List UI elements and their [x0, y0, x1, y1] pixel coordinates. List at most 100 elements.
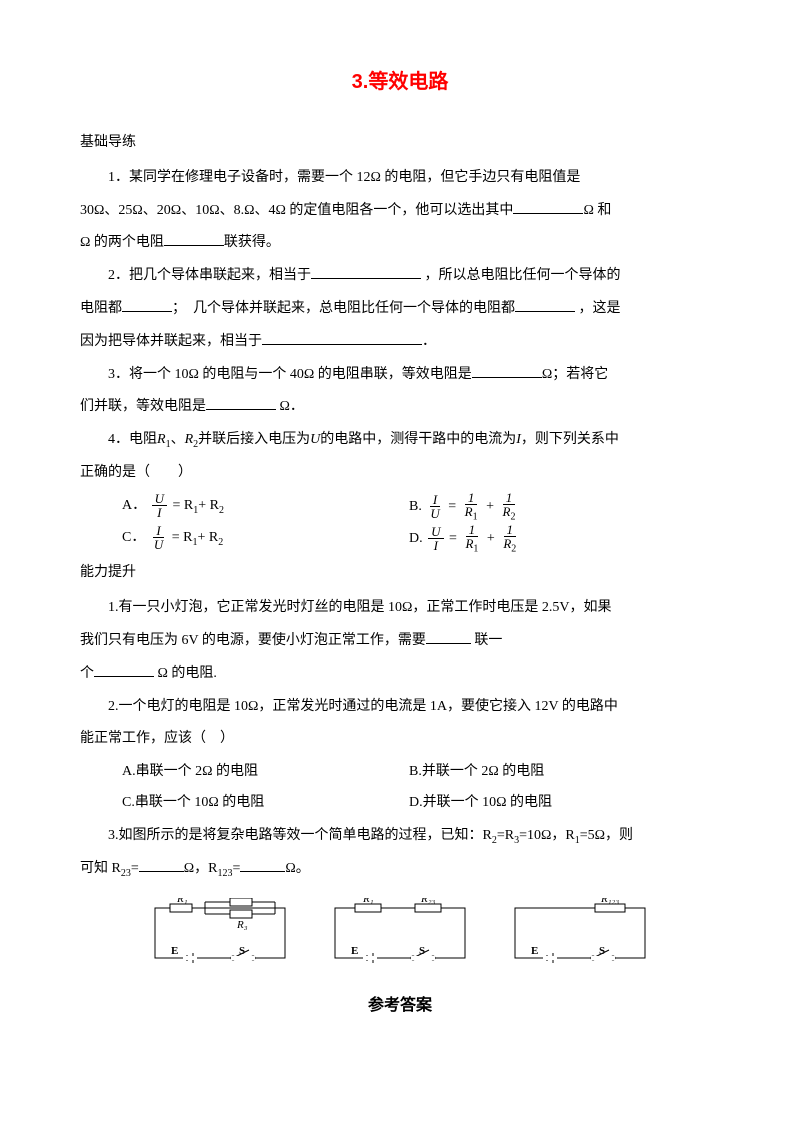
option-c: C． IU = R1+ R2	[122, 523, 409, 555]
text: ，所以总电阻比任何一个导体的	[421, 268, 621, 283]
plus: +	[486, 499, 497, 514]
circuit-2: R₁ R₂₃ E S	[325, 898, 475, 968]
num: 1	[504, 523, 517, 537]
circuit-3: R₁₂₃ E S	[505, 898, 655, 968]
option-c: C.串联一个 10Ω 的电阻	[122, 788, 409, 819]
blank	[515, 297, 575, 312]
s1-q2-line2: 电阻都； 几个导体并联起来，总电阻比任何一个导体的电阻都 ，这是	[80, 294, 720, 325]
sub: 23	[121, 867, 131, 878]
blank	[472, 363, 542, 378]
text: 2．把几个导体串联起来，相当于	[108, 268, 311, 283]
r: R	[184, 498, 193, 513]
num: I	[153, 524, 163, 538]
text: 、	[171, 432, 185, 447]
u: U	[310, 432, 320, 447]
text: 个	[80, 666, 94, 681]
blank	[122, 297, 172, 312]
s1-q1-line1: 1．某同学在修理电子设备时，需要一个 12Ω 的电阻，但它手边只有电阻值是	[80, 163, 720, 194]
text: 30Ω、25Ω、20Ω、10Ω、8.Ω、4Ω 的定值电阻各一个，他可以选出其中	[80, 203, 513, 218]
den: U	[151, 538, 166, 551]
s2-q2-options-row1: A.串联一个 2Ω 的电阻 B.并联一个 2Ω 的电阻	[122, 757, 720, 788]
page: 3.等效电路 基础导练 1．某同学在修理电子设备时，需要一个 12Ω 的电阻，但…	[0, 0, 800, 1132]
text: Ω。	[285, 861, 309, 876]
text: 可知 R	[80, 861, 121, 876]
text: =5Ω，则	[580, 828, 633, 843]
section2-heading: 能力提升	[80, 558, 720, 589]
text: =10Ω，R	[519, 828, 575, 843]
r1-label: R₁	[176, 898, 188, 905]
s1-q4-options-row1: A． UI = R1+ R2 B. IU = 1R1 + 1R2	[122, 491, 720, 523]
label: D.	[409, 531, 423, 546]
frac: 1R2	[500, 523, 519, 555]
r3-label: R₃	[236, 919, 248, 931]
s1-q2-line3: 因为把导体并联起来，相当于．	[80, 327, 720, 358]
label: C．	[122, 530, 145, 545]
blank	[426, 629, 471, 644]
text: Ω 的两个电阻	[80, 235, 164, 250]
sub: 2	[219, 505, 224, 516]
blank	[240, 857, 285, 872]
label: A．	[122, 498, 146, 513]
text: 3.如图所示的是将复杂电路等效一个简单电路的过程，已知：R	[108, 828, 492, 843]
text: ，则下列关系中	[521, 432, 619, 447]
option-d: D. UI = 1R1 + 1R2	[409, 523, 696, 555]
s1-q4-line2: 正确的是（ ）	[80, 458, 720, 489]
sub: 1	[473, 543, 478, 554]
section1-heading: 基础导练	[80, 128, 720, 159]
s-label: S	[599, 945, 605, 957]
e-label: E	[531, 945, 538, 957]
option-b: B. IU = 1R1 + 1R2	[409, 491, 696, 523]
s1-q4-line1: 4．电阻R1、R2并联后接入电压为U的电路中，测得干路中的电流为I，则下列关系中	[80, 425, 720, 456]
r1: R	[157, 432, 166, 447]
text: 电阻都	[80, 301, 122, 316]
text: ，这是	[575, 301, 621, 316]
text: 并联后接入电压为	[198, 432, 310, 447]
den: R1	[462, 505, 481, 523]
text: 因为把导体并联起来，相当于	[80, 334, 262, 349]
sub: 2	[218, 536, 223, 547]
e-label: E	[351, 945, 358, 957]
den: R2	[500, 505, 519, 523]
plus: +	[197, 530, 208, 545]
r: R	[465, 504, 473, 519]
circuit-diagrams: R₁ R₂ R₃ E S R₁ R₂₃ E	[80, 898, 720, 968]
doc-title: 3.等效电路	[80, 60, 720, 104]
r123-label: R₁₂₃	[600, 898, 619, 905]
num: U	[428, 525, 443, 539]
blank	[262, 330, 422, 345]
blank	[164, 231, 224, 246]
text: 1．某同学在修理电子设备时，需要一个 12Ω 的电阻，但它手边只有电阻值是	[108, 170, 580, 185]
text: 我们只有电压为 6V 的电源，要使小灯泡正常工作，需要	[80, 633, 426, 648]
eq: =	[172, 530, 183, 545]
den: I	[154, 506, 164, 519]
den: R2	[500, 537, 519, 555]
frac: 1R2	[500, 491, 519, 523]
blank	[139, 857, 184, 872]
eq: =	[448, 499, 459, 514]
s1-q2-line1: 2．把几个导体串联起来，相当于 ，所以总电阻比任何一个导体的	[80, 261, 720, 292]
s2-q3-line2: 可知 R23=Ω，R123=Ω。	[80, 854, 720, 885]
text: 联一	[471, 633, 503, 648]
num: 1	[466, 523, 479, 537]
text: Ω，R	[184, 861, 218, 876]
s-label: S	[239, 945, 245, 957]
plus: +	[198, 498, 209, 513]
sub: 2	[510, 511, 515, 522]
r: R	[210, 498, 219, 513]
label: B.	[409, 499, 422, 514]
eq: =	[173, 498, 184, 513]
answer-heading: 参考答案	[80, 988, 720, 1023]
den: R1	[462, 537, 481, 555]
s2-q2-line1: 2.一个电灯的电阻是 10Ω，正常发光时通过的电流是 1A，要使它接入 12V …	[80, 692, 720, 723]
text: 们并联，等效电阻是	[80, 399, 206, 414]
frac: IU	[427, 493, 442, 520]
s1-q4-options-row2: C． IU = R1+ R2 D. UI = 1R1 + 1R2	[122, 523, 720, 555]
plus: +	[487, 531, 498, 546]
frac: UI	[428, 525, 443, 552]
text: Ω．	[276, 399, 304, 414]
blank	[513, 199, 583, 214]
option-a: A． UI = R1+ R2	[122, 491, 409, 523]
s2-q2-options-row2: C.串联一个 10Ω 的电阻 D.并联一个 10Ω 的电阻	[122, 788, 720, 819]
num: U	[152, 492, 167, 506]
e-label: E	[171, 945, 178, 957]
